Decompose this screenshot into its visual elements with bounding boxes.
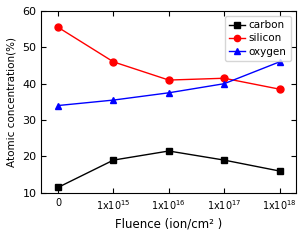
- carbon: [278, 170, 281, 173]
- oxygen: [112, 99, 115, 101]
- silicon: [278, 88, 281, 91]
- oxygen: [167, 91, 170, 94]
- oxygen: [56, 104, 60, 107]
- carbon: [167, 150, 170, 152]
- carbon: [112, 159, 115, 162]
- Line: carbon: carbon: [55, 148, 283, 191]
- carbon: [56, 186, 60, 189]
- Line: silicon: silicon: [55, 24, 283, 93]
- oxygen: [278, 60, 281, 63]
- Legend: carbon, silicon, oxygen: carbon, silicon, oxygen: [225, 16, 291, 61]
- silicon: [167, 79, 170, 82]
- silicon: [222, 77, 226, 80]
- silicon: [56, 26, 60, 29]
- X-axis label: Fluence (ion/cm² ): Fluence (ion/cm² ): [115, 217, 222, 230]
- carbon: [222, 159, 226, 162]
- silicon: [112, 60, 115, 63]
- Y-axis label: Atomic concentration(%): Atomic concentration(%): [7, 37, 17, 167]
- oxygen: [222, 82, 226, 85]
- Line: oxygen: oxygen: [55, 58, 283, 109]
